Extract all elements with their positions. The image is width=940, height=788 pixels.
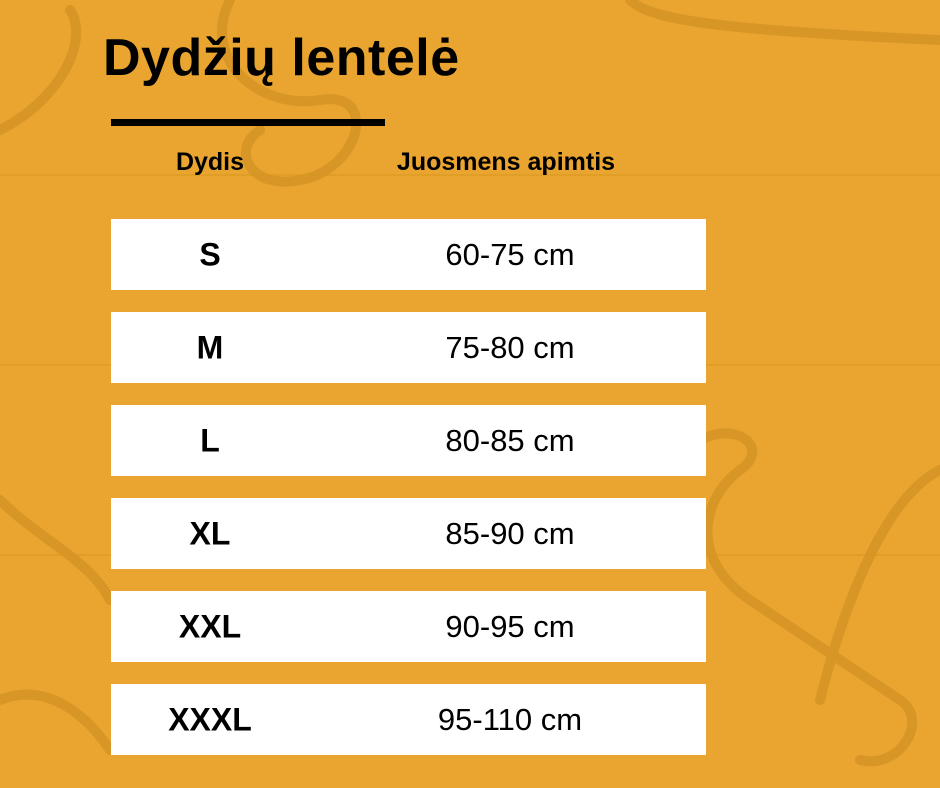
size-cell: L (200, 422, 220, 458)
size-cell: M (196, 329, 224, 365)
table-row: L 80-85 cm (111, 405, 706, 476)
waist-cell: 80-85 cm (445, 422, 575, 458)
size-cell: XXXL (168, 701, 252, 737)
title-underline (111, 119, 385, 126)
column-header-size: Dydis (175, 148, 245, 176)
waist-cell: 75-80 cm (445, 329, 575, 365)
waist-cell: 85-90 cm (445, 515, 575, 551)
table-row: M 75-80 cm (111, 312, 706, 383)
table-row: XXXL 95-110 cm (111, 684, 706, 755)
table-row: XXL 90-95 cm (111, 591, 706, 662)
page-title: Dydžių lentelė (103, 29, 460, 87)
size-cell: XL (189, 515, 231, 551)
waist-cell: 95-110 cm (437, 701, 583, 737)
table-row: XL 85-90 cm (111, 498, 706, 569)
waist-cell: 60-75 cm (445, 236, 575, 272)
size-cell: S (199, 236, 221, 272)
waist-cell: 90-95 cm (445, 608, 575, 644)
table-row: S 60-75 cm (111, 219, 706, 290)
column-header-waist: Juosmens apimtis (396, 148, 616, 176)
size-cell: XXL (178, 608, 242, 644)
